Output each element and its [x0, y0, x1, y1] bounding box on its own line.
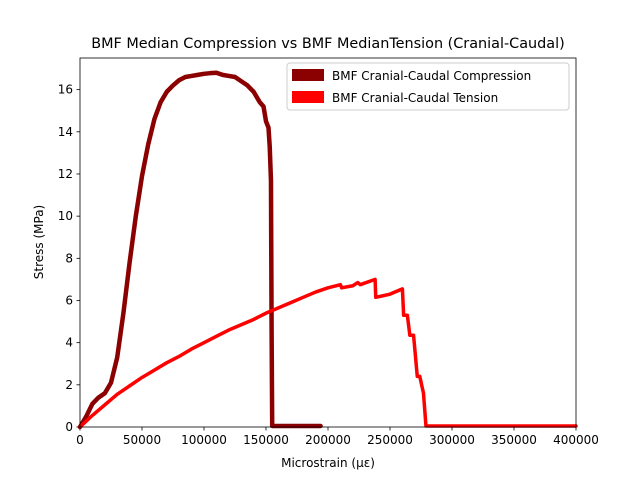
y-axis-label: Stress (MPa)	[32, 205, 46, 279]
x-axis-label: Microstrain (με)	[281, 456, 375, 470]
y-tick-label: 10	[58, 209, 73, 223]
series-line-tension	[78, 277, 578, 429]
y-tick-label: 0	[65, 420, 73, 434]
x-tick-label: 50000	[123, 433, 161, 447]
x-tick-label: 250000	[367, 433, 413, 447]
y-tick-label: 14	[58, 125, 73, 139]
legend: BMF Cranial-Caudal Compression BMF Crani…	[286, 62, 570, 111]
x-tick-label: 350000	[491, 433, 537, 447]
chart-title: BMF Median Compression vs BMF MedianTens…	[91, 36, 564, 52]
legend-swatch-tension	[292, 91, 324, 103]
series-line-compression	[77, 70, 323, 430]
legend-swatch-compression	[292, 69, 324, 81]
legend-label-compression: BMF Cranial-Caudal Compression	[332, 69, 531, 83]
x-tick-label: 300000	[429, 433, 475, 447]
x-axis: 0 50000 100000 150000 200000 250000 300000 3500…	[76, 427, 599, 447]
y-tick-label: 6	[65, 293, 73, 307]
x-tick-label: 100000	[181, 433, 227, 447]
y-tick-label: 2	[65, 378, 73, 392]
x-tick-label: 150000	[243, 433, 289, 447]
x-tick-label: 200000	[305, 433, 351, 447]
y-tick-label: 16	[58, 83, 73, 97]
y-tick-label: 8	[65, 251, 73, 265]
legend-box	[286, 62, 570, 111]
y-axis: 0 2 4 6 8 10 12 14 16	[58, 83, 80, 434]
legend-label-tension: BMF Cranial-Caudal Tension	[332, 91, 498, 105]
y-tick-label: 12	[58, 167, 73, 181]
x-tick-label: 0	[76, 433, 84, 447]
x-tick-label: 400000	[553, 433, 599, 447]
y-tick-label: 4	[65, 336, 73, 350]
series-layer	[77, 70, 578, 430]
